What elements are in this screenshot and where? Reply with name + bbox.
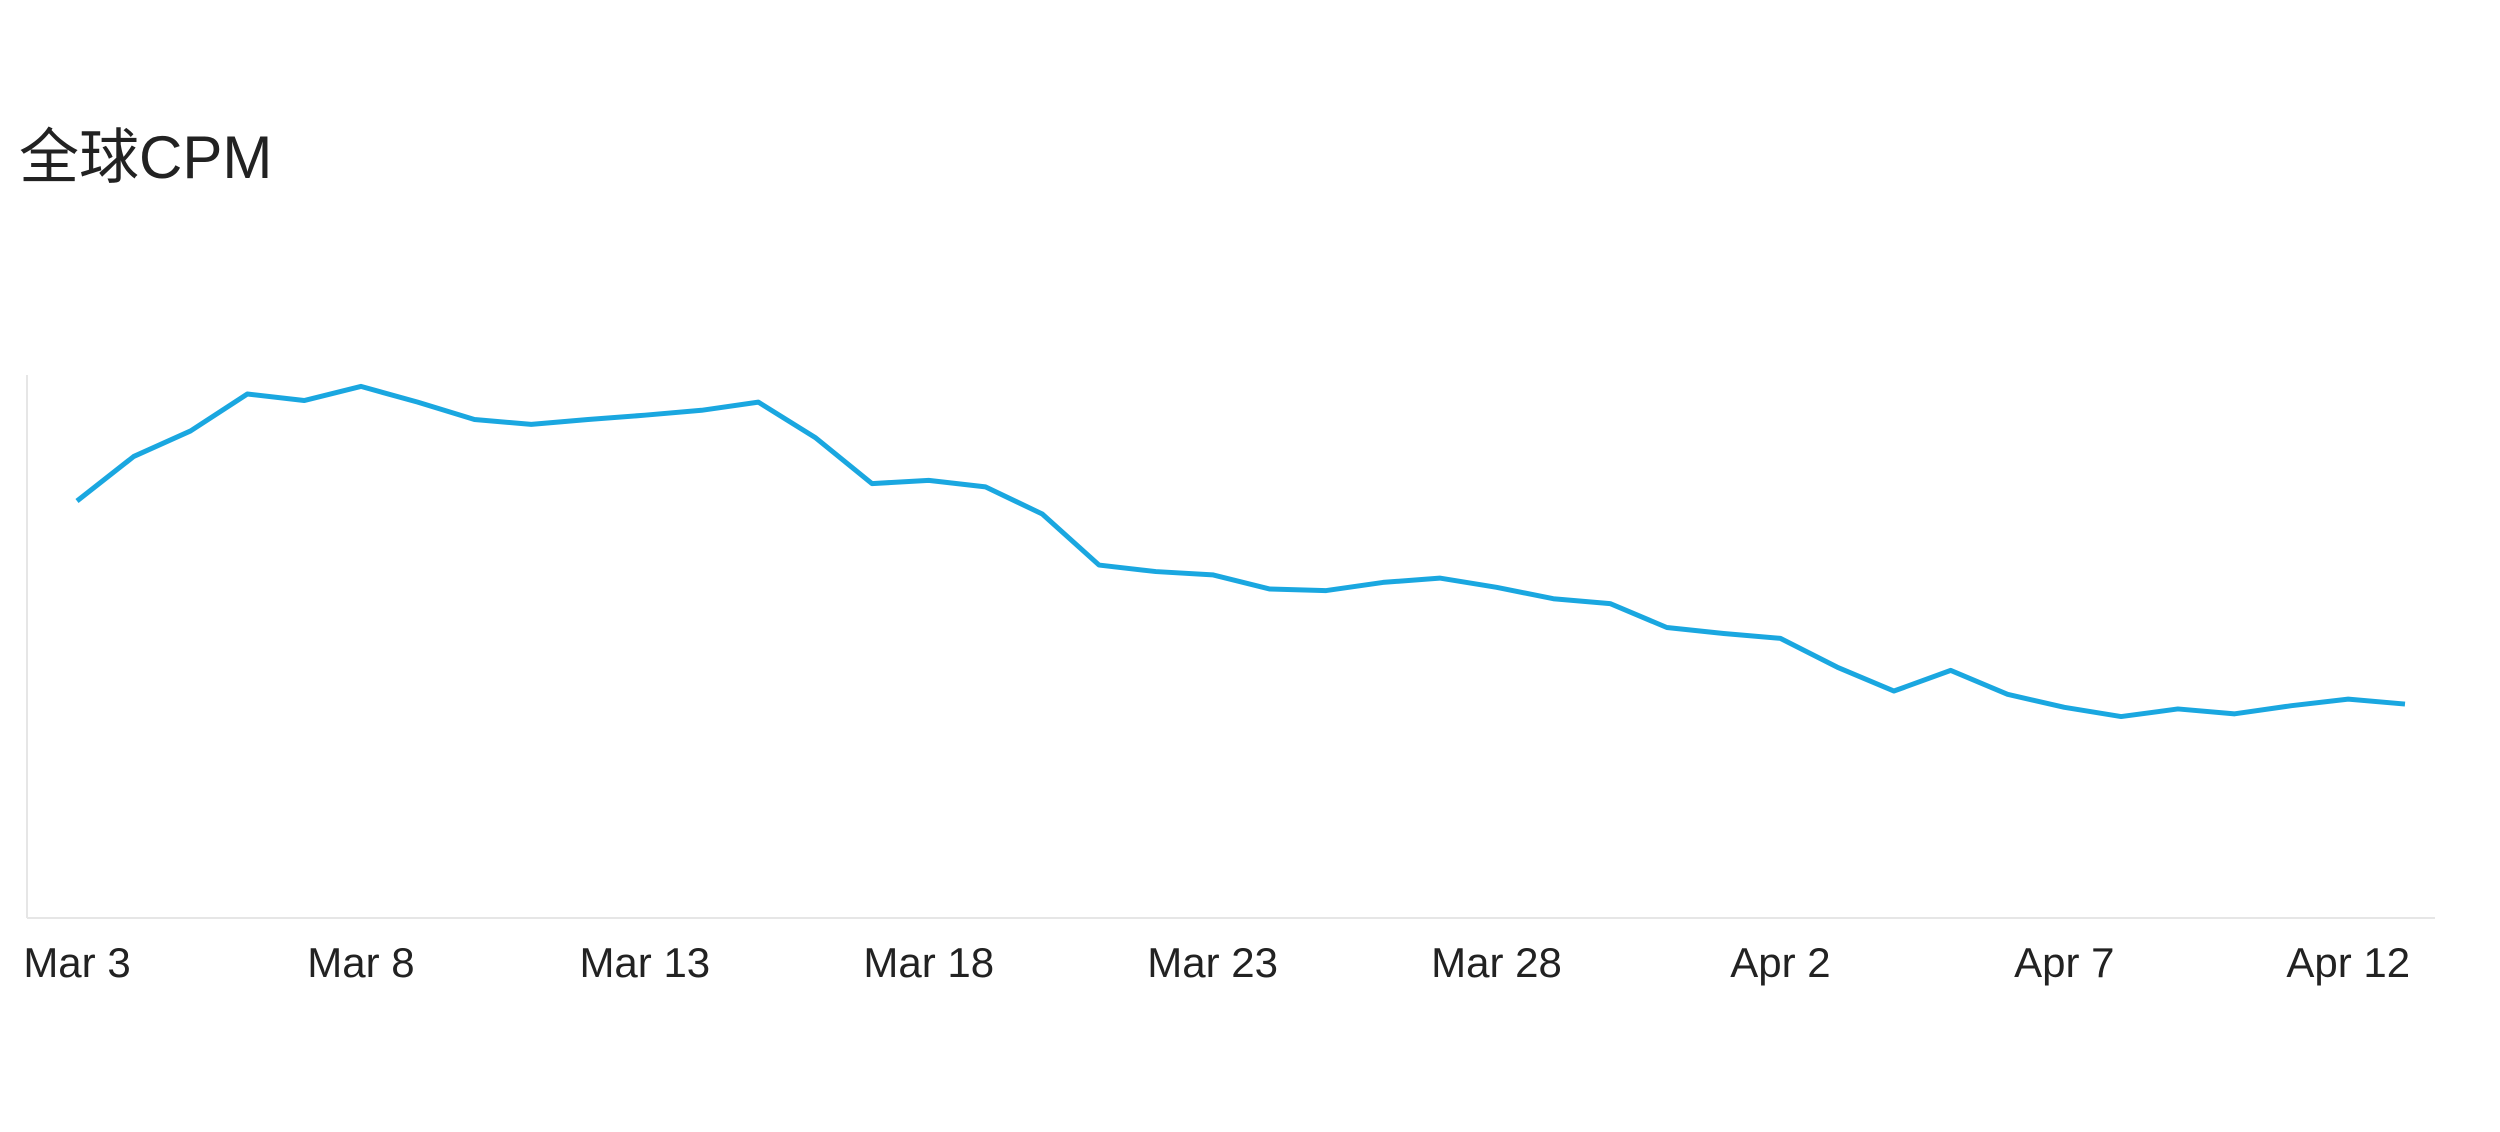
data-line bbox=[75, 383, 2406, 720]
x-tick-label: Mar 13 bbox=[579, 939, 710, 986]
x-tick-label: Apr 2 bbox=[1730, 939, 1830, 986]
x-tick-label: Mar 23 bbox=[1147, 939, 1278, 986]
x-tick-label: Mar 3 bbox=[23, 939, 130, 986]
x-tick-label: Mar 28 bbox=[1431, 939, 1562, 986]
x-tick-label: Mar 8 bbox=[307, 939, 414, 986]
x-tick-label: Apr 7 bbox=[2014, 939, 2114, 986]
x-tick-label: Mar 18 bbox=[863, 939, 994, 986]
chart-title: 全球CPM bbox=[19, 124, 272, 191]
x-tick-label: Apr 12 bbox=[2286, 939, 2410, 986]
